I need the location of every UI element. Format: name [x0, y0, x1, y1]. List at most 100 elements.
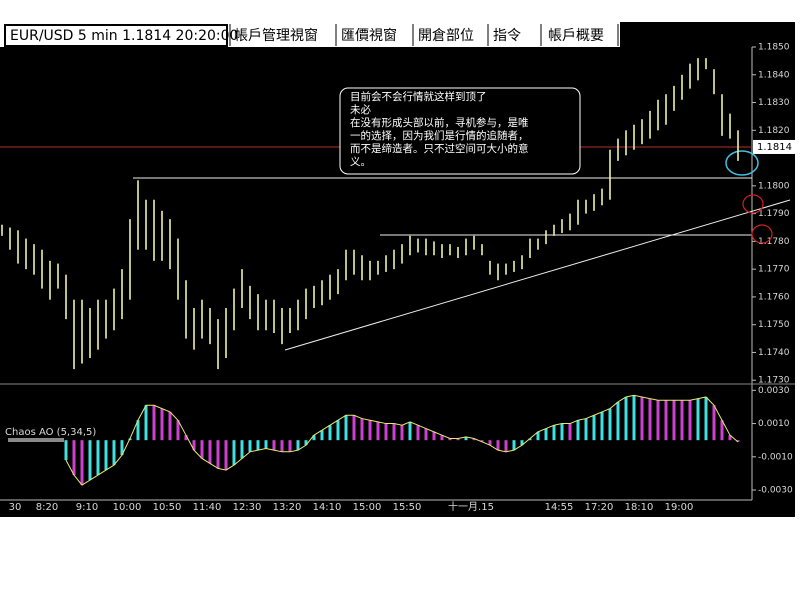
ao-bar	[80, 440, 84, 486]
x-tick-label: 8:20	[36, 502, 58, 513]
ao-bar	[184, 435, 188, 441]
x-tick-label: 10:00	[113, 502, 142, 513]
ao-bar	[648, 398, 652, 441]
note-line: 义。	[350, 156, 371, 168]
ao-bar	[568, 423, 572, 441]
ao-bar	[288, 440, 292, 452]
tab-active[interactable]	[4, 24, 228, 47]
ao-baseline-stub	[8, 438, 64, 442]
ao-bar	[408, 421, 412, 441]
y-tick-label: 1.1750	[758, 320, 790, 330]
y-tick-label: 1.1800	[758, 181, 790, 191]
note-line: 未必	[350, 103, 371, 116]
tab[interactable]: 帳戶概要	[548, 28, 604, 44]
current-price-label: 1.1814	[757, 142, 792, 153]
ao-bar	[336, 420, 340, 441]
ao-bar	[176, 420, 180, 441]
ao-bar	[208, 440, 212, 464]
note-line: 一的选择，因为我们是行情的追随者，	[350, 129, 529, 142]
ao-bar	[328, 425, 332, 441]
x-tick-label: 十一月.15	[448, 500, 494, 513]
ao-bar	[464, 436, 468, 441]
x-tick-label: 15:00	[353, 502, 382, 513]
highlight-circle	[751, 224, 773, 244]
x-tick-label: 13:20	[273, 502, 302, 513]
ao-bar	[640, 396, 644, 441]
y-tick-label: -0.0010	[758, 452, 793, 462]
ao-bar	[224, 440, 228, 471]
ao-bar	[704, 396, 708, 441]
y-tick-label: 1.1850	[758, 43, 790, 53]
y-tick-label: 1.1790	[758, 209, 790, 219]
ao-bar	[320, 430, 324, 441]
ao-bar	[696, 398, 700, 441]
ao-bar	[592, 415, 596, 441]
ao-bar	[608, 408, 612, 441]
note-line: 而不是缔造者。只不过空间可大小的意	[350, 142, 529, 155]
x-tick-label: 14:10	[313, 502, 342, 513]
ao-bar	[544, 428, 548, 441]
indicator-label: Chaos AO (5,34,5)	[5, 427, 96, 438]
ao-bar	[688, 400, 692, 441]
x-tick-label: 10:50	[153, 502, 182, 513]
ao-bar	[512, 440, 516, 451]
tab[interactable]: 帳戶管理視窗	[234, 27, 318, 44]
ao-bar	[312, 435, 316, 441]
drawings: 目前会不会行情就这样到顶了 未必 在没有形成头部以前，寻机参与，是唯 一的选择，…	[1, 58, 791, 370]
y-tick-label: 1.1820	[758, 126, 790, 136]
ao-bar	[352, 415, 356, 441]
ao-bar	[536, 431, 540, 441]
ao-bar	[144, 405, 148, 441]
ao-bar	[480, 440, 484, 442]
ao-bar	[432, 431, 436, 441]
ao-bar	[664, 400, 668, 441]
ao-bar	[200, 440, 204, 459]
ao-bar	[728, 435, 732, 441]
x-tick-label: 12:30	[233, 502, 262, 513]
ao-bar	[240, 440, 244, 459]
y-tick-label: 0.0010	[758, 419, 790, 429]
ao-bar	[160, 408, 164, 441]
ao-bar	[616, 401, 620, 441]
ao-bar	[720, 420, 724, 441]
note-line: 目前会不会行情就这样到顶了	[350, 90, 487, 103]
ao-bar	[440, 435, 444, 441]
ao-bar	[672, 400, 676, 441]
ao-bar	[504, 440, 508, 452]
x-tick-label: 15:50	[393, 502, 422, 513]
ao-bar	[64, 440, 68, 461]
ao-bar	[304, 440, 308, 446]
y-tick-label: 1.1770	[758, 265, 790, 275]
y-tick-label: 1.1760	[758, 292, 790, 302]
tab[interactable]: 匯價視窗	[341, 27, 397, 44]
tab[interactable]: 開倉部位	[418, 28, 474, 44]
tab[interactable]: 指令	[493, 28, 521, 44]
ao-bar	[496, 440, 500, 451]
x-tick-label: 11:40	[193, 502, 222, 513]
ao-bar	[400, 425, 404, 441]
ao-bar	[680, 400, 684, 441]
ao-bar	[448, 438, 452, 441]
x-tick-label: 9:10	[76, 502, 98, 513]
ao-bar	[584, 418, 588, 441]
ao-bar	[344, 415, 348, 441]
ao-bar	[232, 440, 236, 466]
ao-line	[65, 394, 739, 486]
ao-bar	[384, 423, 388, 441]
ao-bar	[424, 428, 428, 441]
y-tick-label: 1.1730	[758, 376, 790, 386]
x-tick-label: 18:10	[625, 502, 654, 513]
ao-bar	[272, 440, 276, 451]
note-line: 在没有形成头部以前，寻机参与，是唯	[350, 116, 529, 129]
ao-bar	[88, 440, 92, 481]
ao-bar	[520, 440, 524, 446]
ao-bar	[416, 425, 420, 441]
tabs: 帳戶管理視窗 匯價視窗 開倉部位 指令 帳戶概要	[229, 24, 619, 46]
ao-bar	[280, 440, 284, 452]
ao-bar	[560, 423, 564, 441]
ao-bar	[632, 395, 636, 441]
ao-bar	[472, 438, 476, 441]
highlight-circle	[725, 150, 759, 176]
ao-bar	[656, 400, 660, 441]
